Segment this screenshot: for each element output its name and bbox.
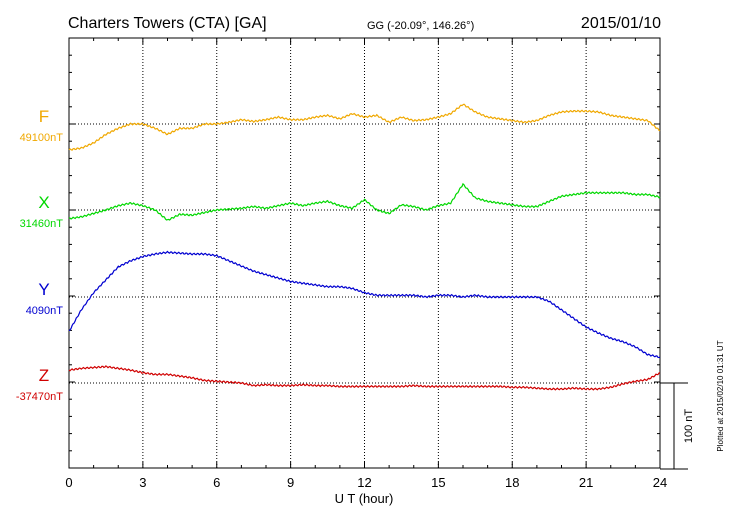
axis-ticks	[68, 37, 661, 469]
scale-bar: 100 nT	[660, 382, 695, 470]
series-line-y	[68, 250, 661, 359]
series-line-f	[68, 103, 661, 151]
series-baseline-label-y: 4090nT	[26, 305, 64, 317]
x-tick-label-0: 0	[65, 475, 72, 490]
series-name-f: F	[39, 107, 49, 126]
x-tick-label-6: 6	[213, 475, 220, 490]
series-baseline-label-x: 31460nT	[20, 218, 64, 230]
plot-date: 2015/01/10	[581, 15, 661, 32]
station-coords: GG (-20.09°, 146.26°)	[367, 20, 474, 32]
scale-bar-label: 100 nT	[683, 409, 695, 444]
series-lines	[68, 103, 661, 391]
x-tick-label-15: 15	[431, 475, 445, 490]
vertical-gridlines	[142, 38, 587, 468]
series-baseline-label-z: -37470nT	[16, 391, 63, 403]
x-tick-label-24: 24	[653, 475, 667, 490]
series-line-x	[68, 182, 661, 221]
station-title: Charters Towers (CTA) [GA]	[68, 15, 267, 32]
x-tick-label-3: 3	[139, 475, 146, 490]
series-name-y: Y	[38, 280, 49, 299]
x-tick-label-18: 18	[505, 475, 519, 490]
series-name-x: X	[38, 193, 49, 212]
plotted-at-note: Plotted at 2015/02/10 01:31 UT	[716, 340, 725, 451]
x-tick-label-9: 9	[287, 475, 294, 490]
series-line-z	[68, 365, 661, 391]
series-name-z: Z	[39, 366, 49, 385]
x-axis-label: U T (hour)	[335, 491, 394, 506]
baseline-gridlines	[69, 123, 660, 384]
x-tick-label-12: 12	[357, 475, 371, 490]
plot-frame	[68, 37, 661, 469]
series-baseline-label-f: 49100nT	[20, 132, 64, 144]
series-labels: F 49100nT X 31460nT Y 4090nT Z -37470nT	[16, 107, 63, 403]
x-tick-label-21: 21	[579, 475, 593, 490]
x-tick-labels: 0 3 6 9 12 15 18 21 24	[65, 475, 667, 490]
